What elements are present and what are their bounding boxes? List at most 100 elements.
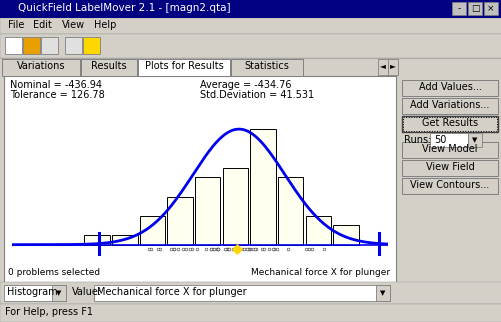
Bar — [401, 116, 497, 132]
Point — [320, 246, 328, 251]
Point — [207, 246, 215, 251]
Bar — [167, 196, 192, 245]
Point — [257, 246, 265, 251]
Bar — [0, 282, 501, 304]
Point — [224, 246, 232, 251]
Point — [213, 246, 221, 251]
Text: Results: Results — [91, 61, 127, 71]
Point — [260, 246, 268, 251]
Text: ▼: ▼ — [56, 290, 62, 296]
Point — [243, 246, 252, 251]
Point — [182, 246, 190, 251]
Point — [283, 246, 291, 251]
Point — [264, 246, 272, 251]
Point — [213, 246, 221, 251]
Bar — [2, 59, 80, 76]
Text: Statistics: Statistics — [244, 61, 289, 71]
Point — [188, 246, 196, 251]
Bar — [0, 304, 501, 322]
Bar — [401, 178, 497, 194]
Text: Nominal = -436.94: Nominal = -436.94 — [10, 80, 102, 90]
Bar — [138, 59, 229, 76]
Text: 0 problems selected: 0 problems selected — [8, 268, 100, 277]
Text: Add Variations...: Add Variations... — [409, 100, 488, 110]
Text: View: View — [62, 20, 85, 30]
Bar — [467, 2, 481, 15]
Point — [155, 246, 163, 251]
Bar — [94, 285, 389, 301]
Text: For Help, press F1: For Help, press F1 — [5, 307, 93, 317]
Bar — [401, 142, 497, 158]
Point — [178, 246, 186, 251]
Text: View Contours...: View Contours... — [409, 180, 488, 190]
Point — [307, 246, 315, 251]
Bar — [429, 133, 467, 147]
Point — [221, 246, 229, 251]
Point — [245, 246, 254, 251]
Bar — [333, 225, 358, 245]
Point — [193, 246, 201, 251]
Text: Get Results: Get Results — [421, 118, 477, 128]
Text: ▼: ▼ — [471, 137, 477, 143]
Bar — [387, 59, 397, 75]
Text: Runs:: Runs: — [403, 135, 430, 145]
Bar — [0, 18, 501, 34]
Text: QuickField LabelMover 2.1 - [magn2.qta]: QuickField LabelMover 2.1 - [magn2.qta] — [18, 3, 230, 13]
Bar — [23, 37, 40, 54]
Bar — [0, 34, 501, 58]
Point — [213, 246, 221, 251]
Point — [242, 246, 250, 251]
Text: View Model: View Model — [421, 144, 477, 154]
Bar — [467, 133, 481, 147]
Bar — [112, 235, 137, 245]
Bar — [375, 285, 389, 301]
Point — [145, 246, 153, 251]
Text: ×: × — [486, 4, 494, 13]
Bar — [230, 59, 303, 76]
Text: 50: 50 — [433, 135, 445, 145]
Text: File: File — [8, 20, 25, 30]
Text: ▼: ▼ — [380, 290, 385, 296]
Point — [249, 246, 257, 251]
Point — [209, 246, 217, 251]
Text: ◄: ◄ — [379, 61, 385, 70]
Text: -: - — [456, 4, 460, 13]
Bar — [222, 168, 247, 245]
Point — [224, 246, 232, 251]
Text: View Field: View Field — [425, 162, 473, 172]
Point — [270, 246, 278, 251]
Bar — [81, 59, 137, 76]
Point — [302, 246, 310, 251]
Bar — [278, 177, 303, 245]
Bar — [0, 0, 501, 18]
Point — [239, 246, 247, 251]
Point — [237, 246, 245, 251]
Text: Tolerance = 126.78: Tolerance = 126.78 — [10, 90, 105, 100]
Text: □: □ — [470, 4, 478, 13]
Bar — [451, 2, 465, 15]
Point — [213, 246, 221, 251]
Point — [207, 246, 215, 251]
Point — [201, 246, 209, 251]
Point — [147, 246, 155, 251]
Point — [269, 246, 277, 251]
Point — [252, 246, 260, 251]
Bar — [4, 285, 66, 301]
Text: Mechanical force X for plunger: Mechanical force X for plunger — [97, 287, 246, 297]
Point — [232, 246, 240, 251]
Bar — [5, 37, 22, 54]
Bar — [52, 285, 66, 301]
Bar — [4, 76, 395, 282]
Bar — [402, 117, 496, 131]
Point — [229, 246, 237, 251]
Bar — [0, 58, 501, 76]
Bar — [305, 216, 330, 245]
Point — [209, 246, 217, 251]
Text: Mechanical force X for plunger: Mechanical force X for plunger — [250, 268, 389, 277]
Point — [228, 246, 236, 251]
Text: Value:: Value: — [72, 287, 102, 297]
Bar — [194, 177, 220, 245]
Text: Help: Help — [94, 20, 116, 30]
Bar — [483, 2, 497, 15]
Text: ►: ► — [389, 61, 395, 70]
